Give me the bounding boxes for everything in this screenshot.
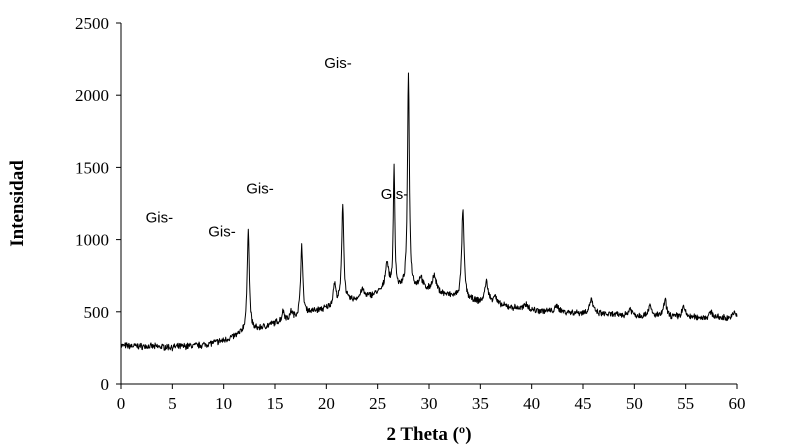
x-tick-label: 5 [168,394,177,413]
y-tick-label: 1000 [75,231,109,250]
x-tick-label: 60 [729,394,746,413]
peak-annotation-label: Gis- [208,224,236,241]
x-tick-label: 15 [267,394,284,413]
peak-annotation-label: Gis- [146,209,174,226]
y-tick-label: 500 [84,303,110,322]
x-tick-label: 30 [421,394,438,413]
peak-annotation-label: Gis- [246,180,274,197]
y-tick-label: 2000 [75,86,109,105]
x-axis-ticks: 0 5 10 15 20 25 30 35 40 45 50 55 60 [117,384,746,413]
peak-annotation-label: Gis- [381,186,409,203]
y-tick-label: 0 [101,375,110,394]
x-tick-label: 55 [677,394,694,413]
y-tick-label: 1500 [75,158,109,177]
x-tick-label: 0 [117,394,126,413]
y-axis-title: Intensidad [7,160,28,247]
diffraction-series-line [120,72,738,352]
x-tick-label: 10 [215,394,232,413]
plot-area [120,23,738,385]
x-tick-label: 20 [318,394,335,413]
x-tick-label: 35 [472,394,489,413]
x-tick-label: 45 [575,394,592,413]
y-axis-ticks: 0 500 1000 1500 2000 2500 [75,14,121,394]
peak-annotation-label: Gis- [324,55,352,72]
x-tick-label: 40 [523,394,540,413]
x-tick-label: 50 [626,394,643,413]
x-axis-title: 2 Theta (º) [386,424,471,445]
y-tick-label: 2500 [75,14,109,33]
peak-annotations: Gis- Gis- Gis- Gis- Gis- [146,55,409,241]
x-tick-label: 25 [369,394,386,413]
